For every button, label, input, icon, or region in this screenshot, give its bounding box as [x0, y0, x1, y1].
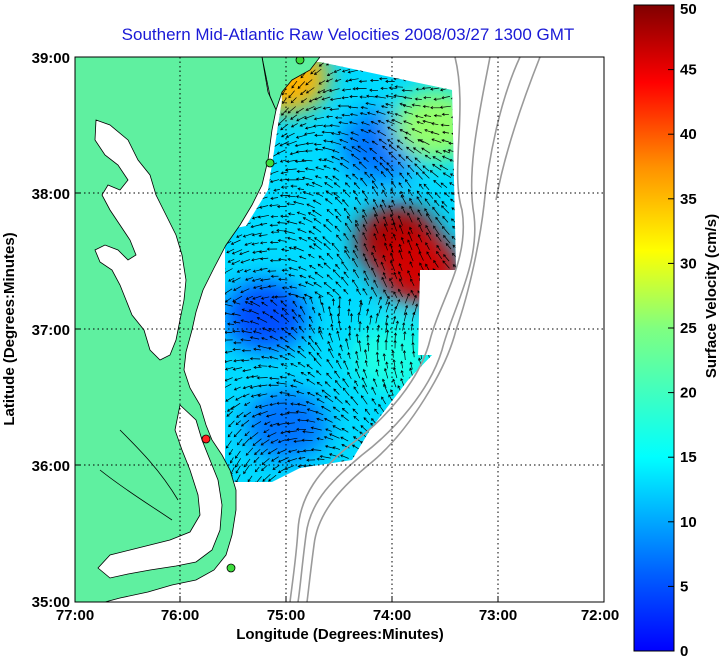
y-tick-label: 39:00 — [32, 50, 70, 67]
colorbar-tick-label: 15 — [680, 449, 697, 466]
colorbar-tick-label: 50 — [680, 1, 697, 18]
map-plot-area — [75, 57, 604, 602]
x-tick-label: 75:00 — [267, 607, 305, 624]
map-title: Southern Mid-Atlantic Raw Velocities 200… — [122, 25, 575, 44]
x-tick-label: 73:00 — [479, 607, 517, 624]
speed-region — [225, 279, 308, 352]
x-axis-label: Longitude (Degrees:Minutes) — [236, 626, 444, 643]
land-mass — [75, 57, 321, 602]
x-tick-labels: 77:00 76:00 75:00 74:00 73:00 72:00 — [56, 607, 619, 624]
bathymetry-contours — [289, 57, 541, 602]
velocity-field — [225, 62, 456, 482]
y-tick-label: 35:00 — [32, 594, 70, 611]
colorbar-gradient — [633, 4, 675, 652]
y-tick-label: 37:00 — [32, 322, 70, 339]
colorbar-tick-label: 40 — [680, 126, 697, 143]
radar-stations — [201, 57, 305, 573]
y-tick-labels: 39:00 38:00 37:00 36:00 35:00 — [32, 50, 70, 611]
colorbar-tick-label: 10 — [680, 514, 697, 531]
speed-region — [244, 388, 329, 461]
x-tick-label: 76:00 — [161, 607, 199, 624]
colorbar-tick-label: 30 — [680, 255, 697, 272]
y-axis-label: Latitude (Degrees:Minutes) — [1, 232, 18, 425]
x-tick-label: 72:00 — [581, 607, 619, 624]
colorbar-tick-label: 5 — [680, 578, 688, 595]
x-tick-label: 77:00 — [56, 607, 94, 624]
colorbar-tick-label: 20 — [680, 385, 697, 402]
y-tick-label: 36:00 — [32, 458, 70, 475]
radar-station-marker — [295, 57, 305, 65]
colorbar-tick-label: 0 — [680, 643, 688, 659]
colorbar-tick-label: 45 — [680, 62, 697, 79]
colorbar-label: Surface Velocity (cm/s) — [703, 214, 720, 378]
y-tick-label: 38:00 — [32, 186, 70, 203]
colorbar-tick-label: 25 — [680, 320, 697, 337]
radar-station-marker — [226, 563, 236, 573]
graticule-grid — [75, 57, 604, 602]
x-tick-label: 74:00 — [373, 607, 411, 624]
radar-station-marker — [265, 158, 275, 168]
radar-station-marker — [201, 434, 211, 444]
colorbar-tick-label: 35 — [680, 191, 697, 208]
